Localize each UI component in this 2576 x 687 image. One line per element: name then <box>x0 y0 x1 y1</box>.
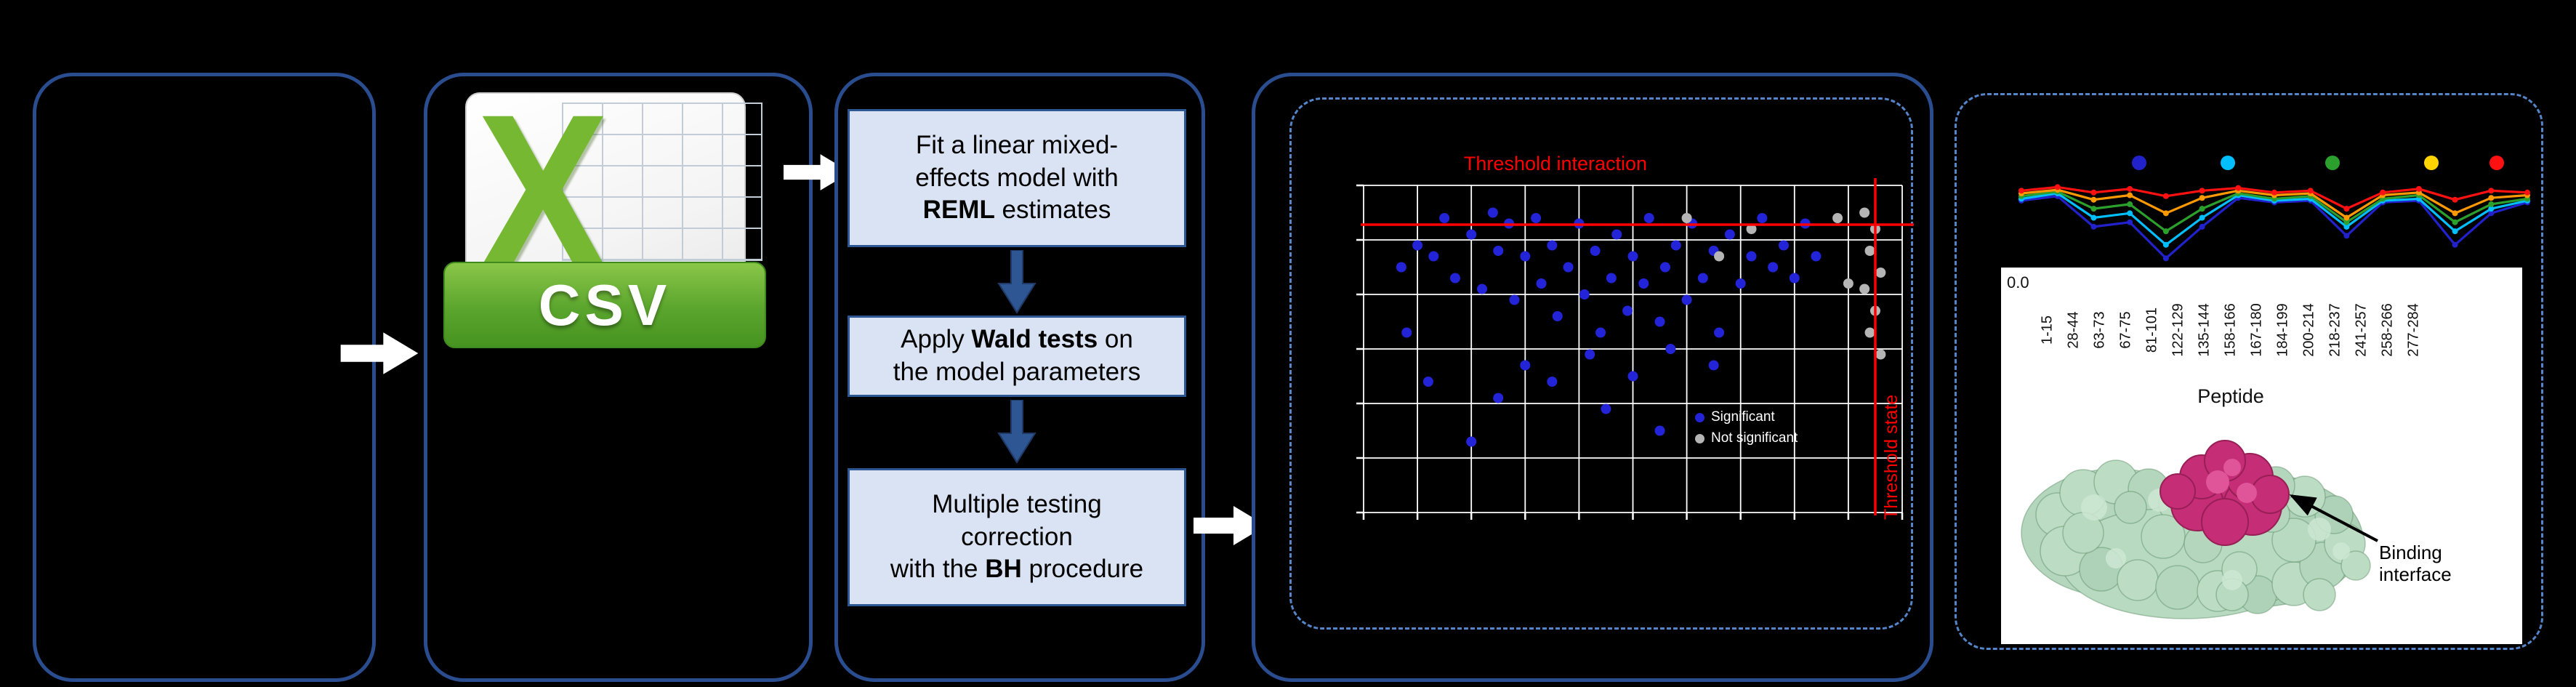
step-box-bh: Multiple testing correction with the BH … <box>848 468 1186 606</box>
step-box-reml: Fit a linear mixed- effects model with R… <box>848 109 1186 247</box>
peptide-tick-label: 1-15 <box>2039 315 2056 345</box>
uptake-plot-panel: 0.0 1-15 28-44 63-73 67-75 81-101 122-129 135-… <box>2001 268 2522 644</box>
peptide-tick-label: 135-144 <box>2196 303 2213 357</box>
peptide-tick-label: 67-75 <box>2117 311 2134 349</box>
peptide-tick-label: 122-129 <box>2170 303 2186 357</box>
binding-interface-label: Binding interface <box>2379 542 2452 585</box>
right-arrow-icon <box>1194 506 1266 545</box>
threshold-interaction-label: Threshold interaction <box>1463 153 1648 174</box>
step-text: Apply Wald tests on the model parameters <box>893 325 1141 386</box>
down-arrow-icon <box>997 399 1037 464</box>
peptide-tick-label: 258-266 <box>2379 303 2396 357</box>
scatter-dashed-frame <box>1289 97 1913 630</box>
protein-structure-graphic <box>2021 440 2378 619</box>
panel-scatter <box>1252 73 1933 682</box>
excel-x-icon: X <box>477 67 609 319</box>
step-text: Fit a linear mixed- effects model with R… <box>915 130 1119 225</box>
results-dashed-frame <box>1955 93 2543 650</box>
step-down-arrow-2 <box>997 399 1037 464</box>
peptide-tick-label: 241-257 <box>2353 303 2370 357</box>
legend-label: Not significant <box>1711 430 1798 446</box>
down-arrow-icon <box>997 249 1037 314</box>
peptide-axis-title: Peptide <box>2197 385 2264 407</box>
csv-file-icon: X CSV <box>443 67 766 382</box>
peptide-tick-label: 158-166 <box>2222 303 2239 357</box>
threshold-state-label: Threshold state <box>1881 394 1901 520</box>
legend-dot-icon <box>1695 412 1704 422</box>
peptide-tick-label: 63-73 <box>2091 311 2108 349</box>
scatter-legend: Significant Not significant <box>1695 409 1798 446</box>
csv-label: CSV <box>538 272 672 337</box>
step-box-wald: Apply Wald tests on the model parameters <box>848 316 1186 397</box>
binding-arrow-icon <box>2289 494 2378 542</box>
peptide-tick-label: 277-284 <box>2405 303 2422 357</box>
peptide-tick-label: 184-199 <box>2274 303 2291 357</box>
peptide-tick-label: 28-44 <box>2065 311 2082 349</box>
y-axis-tick: 0.0 <box>2007 273 2029 292</box>
scatter-legend-item: Significant <box>1695 409 1798 425</box>
peptide-axis-labels: 1-15 28-44 63-73 67-75 81-101 122-129 135-144 1… <box>2034 276 2427 384</box>
flow-arrow-1 <box>332 330 427 377</box>
right-arrow-icon <box>784 154 850 190</box>
peptide-tick-label: 81-101 <box>2144 307 2160 353</box>
flow-arrow-2 <box>784 150 850 195</box>
scatter-legend-item: Not significant <box>1695 430 1798 446</box>
right-arrow-icon <box>340 332 419 374</box>
flow-arrow-3 <box>1194 502 1266 550</box>
pvalue-scatter-plot <box>1356 178 1914 520</box>
panel-input <box>33 73 376 682</box>
peptide-tick-label: 218-237 <box>2327 303 2343 357</box>
legend-dot-icon <box>1695 433 1704 443</box>
uptake-line-chart <box>2018 156 2530 262</box>
step-text: Multiple testing correction with the BH … <box>890 489 1144 584</box>
peptide-tick-label: 200-214 <box>2301 303 2317 357</box>
legend-label: Significant <box>1711 409 1775 425</box>
step-down-arrow-1 <box>997 249 1037 314</box>
csv-banner: CSV <box>443 262 766 348</box>
peptide-tick-label: 167-180 <box>2248 303 2265 357</box>
spreadsheet-grid-icon <box>562 103 762 261</box>
